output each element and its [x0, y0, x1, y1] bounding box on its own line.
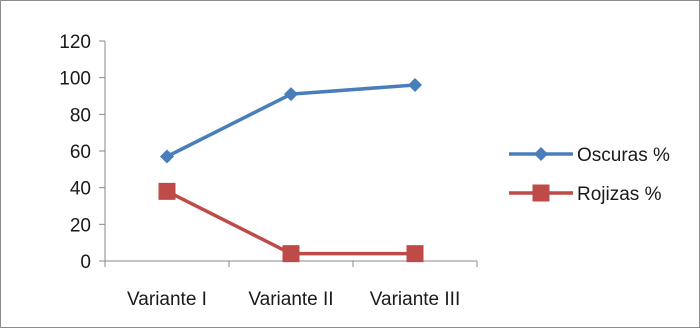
axes: 0 20 40 60 80 100 120 Variante I Variante II Vari…: [59, 32, 478, 310]
data-point-marker: [408, 78, 422, 92]
series-rojizas: [158, 182, 424, 263]
data-point-marker: [406, 245, 424, 263]
y-tick-label: 0: [80, 252, 91, 273]
legend: Oscuras % Rojizas %: [509, 145, 670, 205]
legend-item: Oscuras %: [509, 145, 670, 166]
y-tick-label: 20: [70, 215, 91, 236]
y-tick-label: 40: [70, 179, 91, 200]
series-line: [166, 189, 415, 256]
y-tick-label: 60: [70, 142, 91, 163]
data-point-marker: [282, 245, 300, 263]
data-point-marker: [160, 149, 174, 164]
legend-item: Rojizas %: [509, 184, 662, 205]
data-point-marker: [158, 182, 176, 200]
y-tick-label: 80: [70, 105, 91, 126]
series-oscuras: [160, 78, 422, 164]
legend-label: Oscuras %: [577, 145, 670, 166]
x-tick-label: Variante III: [370, 289, 460, 310]
series-layer: [158, 78, 424, 263]
data-point-marker: [284, 87, 298, 102]
legend-square-marker: [532, 184, 550, 202]
y-tick-label: 100: [59, 69, 91, 90]
x-tick-label: Variante II: [248, 289, 333, 310]
x-tick-label: Variante I: [127, 289, 207, 310]
legend-label: Rojizas %: [577, 184, 662, 205]
legend-diamond-marker: [534, 147, 548, 161]
y-tick-label: 120: [59, 32, 91, 53]
